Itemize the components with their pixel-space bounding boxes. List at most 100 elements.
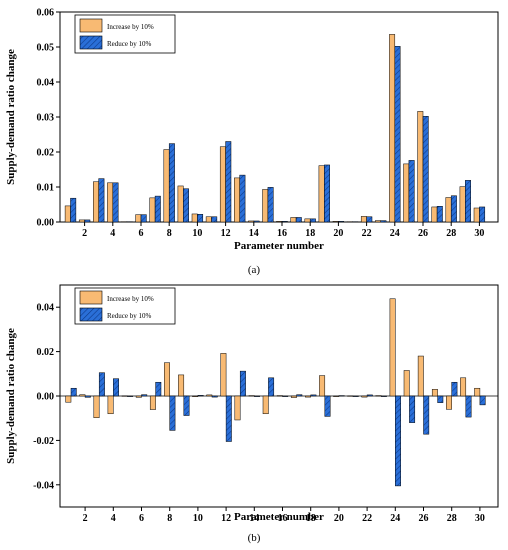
bar-reduce [267,187,274,223]
bar-reduce [479,206,486,223]
x-tick-label: 18 [306,513,316,524]
x-tick-label: 4 [111,513,116,524]
bar-reduce [352,221,359,223]
chart-a: 0.000.010.020.030.040.050.06 2 4 6 8 10 12 14 1… [5,8,499,276]
bar-increase [346,221,353,223]
x-tick-label: 6 [139,228,144,239]
bar-reduce [409,395,416,423]
bar-reduce [422,116,429,223]
bar-increase [375,395,382,397]
bar-reduce [155,381,162,397]
bar-increase [65,395,72,403]
legend-swatch-reduce-b [79,307,103,322]
bar-increase [78,219,85,223]
x-tick-label: 2 [83,513,88,524]
x-tick-label: 16 [278,513,288,524]
bar-reduce [380,395,387,397]
bar-reduce [239,370,246,397]
bar-increase [164,362,170,397]
bar-reduce [282,395,289,397]
legend-swatch-increase-b [79,290,103,305]
bar-reduce [465,395,472,418]
x-axis-title-b: Parameter number [234,511,324,523]
bar-reduce [436,206,443,223]
bar-increase [149,197,156,223]
bar-increase [417,355,424,397]
bar-reduce [70,387,77,397]
x-axis-b: 2 4 6 8 10 12 14 16 18 20 22 24 26 28 30 [83,507,485,524]
bar-reduce [254,395,260,397]
bar-increase [304,218,311,223]
bar-reduce [423,395,430,435]
y-tick-label: 0.02 [37,347,55,358]
x-tick-label: 14 [249,513,259,524]
y-tick-label: 0.04 [37,303,55,314]
bar-increase [149,395,156,410]
x-tick-label: 14 [249,228,259,239]
bar-increase [474,387,481,397]
bar-increase [431,206,438,223]
bar-increase [163,149,170,223]
y-axis-a: 0.00 0.01 0.02 0.03 0.04 0.05 0.06 [37,8,60,229]
bar-reduce [140,214,147,223]
bar-reduce [338,221,345,223]
legend-label-reduce-b: Reduce by 10% [107,312,151,320]
x-tick-label: 28 [447,513,457,524]
bar-increase [177,185,184,223]
x-tick-label: 24 [390,228,400,239]
bar-increase [107,395,114,415]
y-tick-label: -0.02 [33,436,54,447]
bar-increase [431,389,438,397]
bar-increase [460,377,467,397]
bar-reduce [437,395,444,403]
x-tick-label: 10 [192,228,202,239]
bar-increase [93,395,100,419]
bar-reduce [84,219,91,223]
x-axis-title-a: Parameter number [234,240,324,252]
bar-reduce [168,143,175,223]
bar-reduce [211,216,218,223]
bar-reduce [98,372,105,397]
bar-increase [403,370,410,397]
bar-increase [205,216,212,223]
bar-increase [276,395,283,397]
bar-increase [459,186,466,223]
bar-increase [234,177,240,223]
x-tick-label: 20 [333,228,343,239]
bar-reduce [366,216,373,223]
bar-reduce [352,395,359,397]
bar-reduce [70,197,77,223]
y-tick-label: 0.02 [37,148,55,159]
bar-increase [135,214,142,223]
bar-reduce [380,220,387,223]
y-tick-label: 0.06 [37,8,55,19]
y-axis-title-a: Supply-demand ratio change [5,49,17,185]
x-tick-label: 28 [446,228,456,239]
x-tick-label: 26 [419,513,429,524]
legend-b: Increase by 10% Reduce by 10% [74,287,176,325]
bar-reduce [295,217,302,223]
bar-increase [191,213,198,223]
x-tick-label: 30 [475,513,485,524]
bar-reduce [268,377,275,397]
bar-reduce [310,394,317,397]
bar-reduce [394,46,401,223]
y-tick-label: 0.03 [37,113,55,124]
y-tick-label: 0.04 [37,78,55,89]
bar-increase [135,395,142,398]
y-tick-label: 0.00 [37,218,55,229]
y-axis-title-b: Supply-demand ratio change [5,328,17,464]
x-tick-label: 20 [334,513,344,524]
bar-reduce [253,220,260,223]
bar-increase [206,394,213,397]
bar-increase [262,395,269,415]
bar-reduce [225,395,232,442]
bar-increase [305,395,311,398]
bar-increase [332,221,339,223]
bar-reduce [113,378,119,397]
bar-reduce [197,214,204,223]
x-tick-label: 16 [277,228,287,239]
bar-reduce [451,381,458,397]
legend-label-reduce-a: Reduce by 10% [107,40,151,48]
